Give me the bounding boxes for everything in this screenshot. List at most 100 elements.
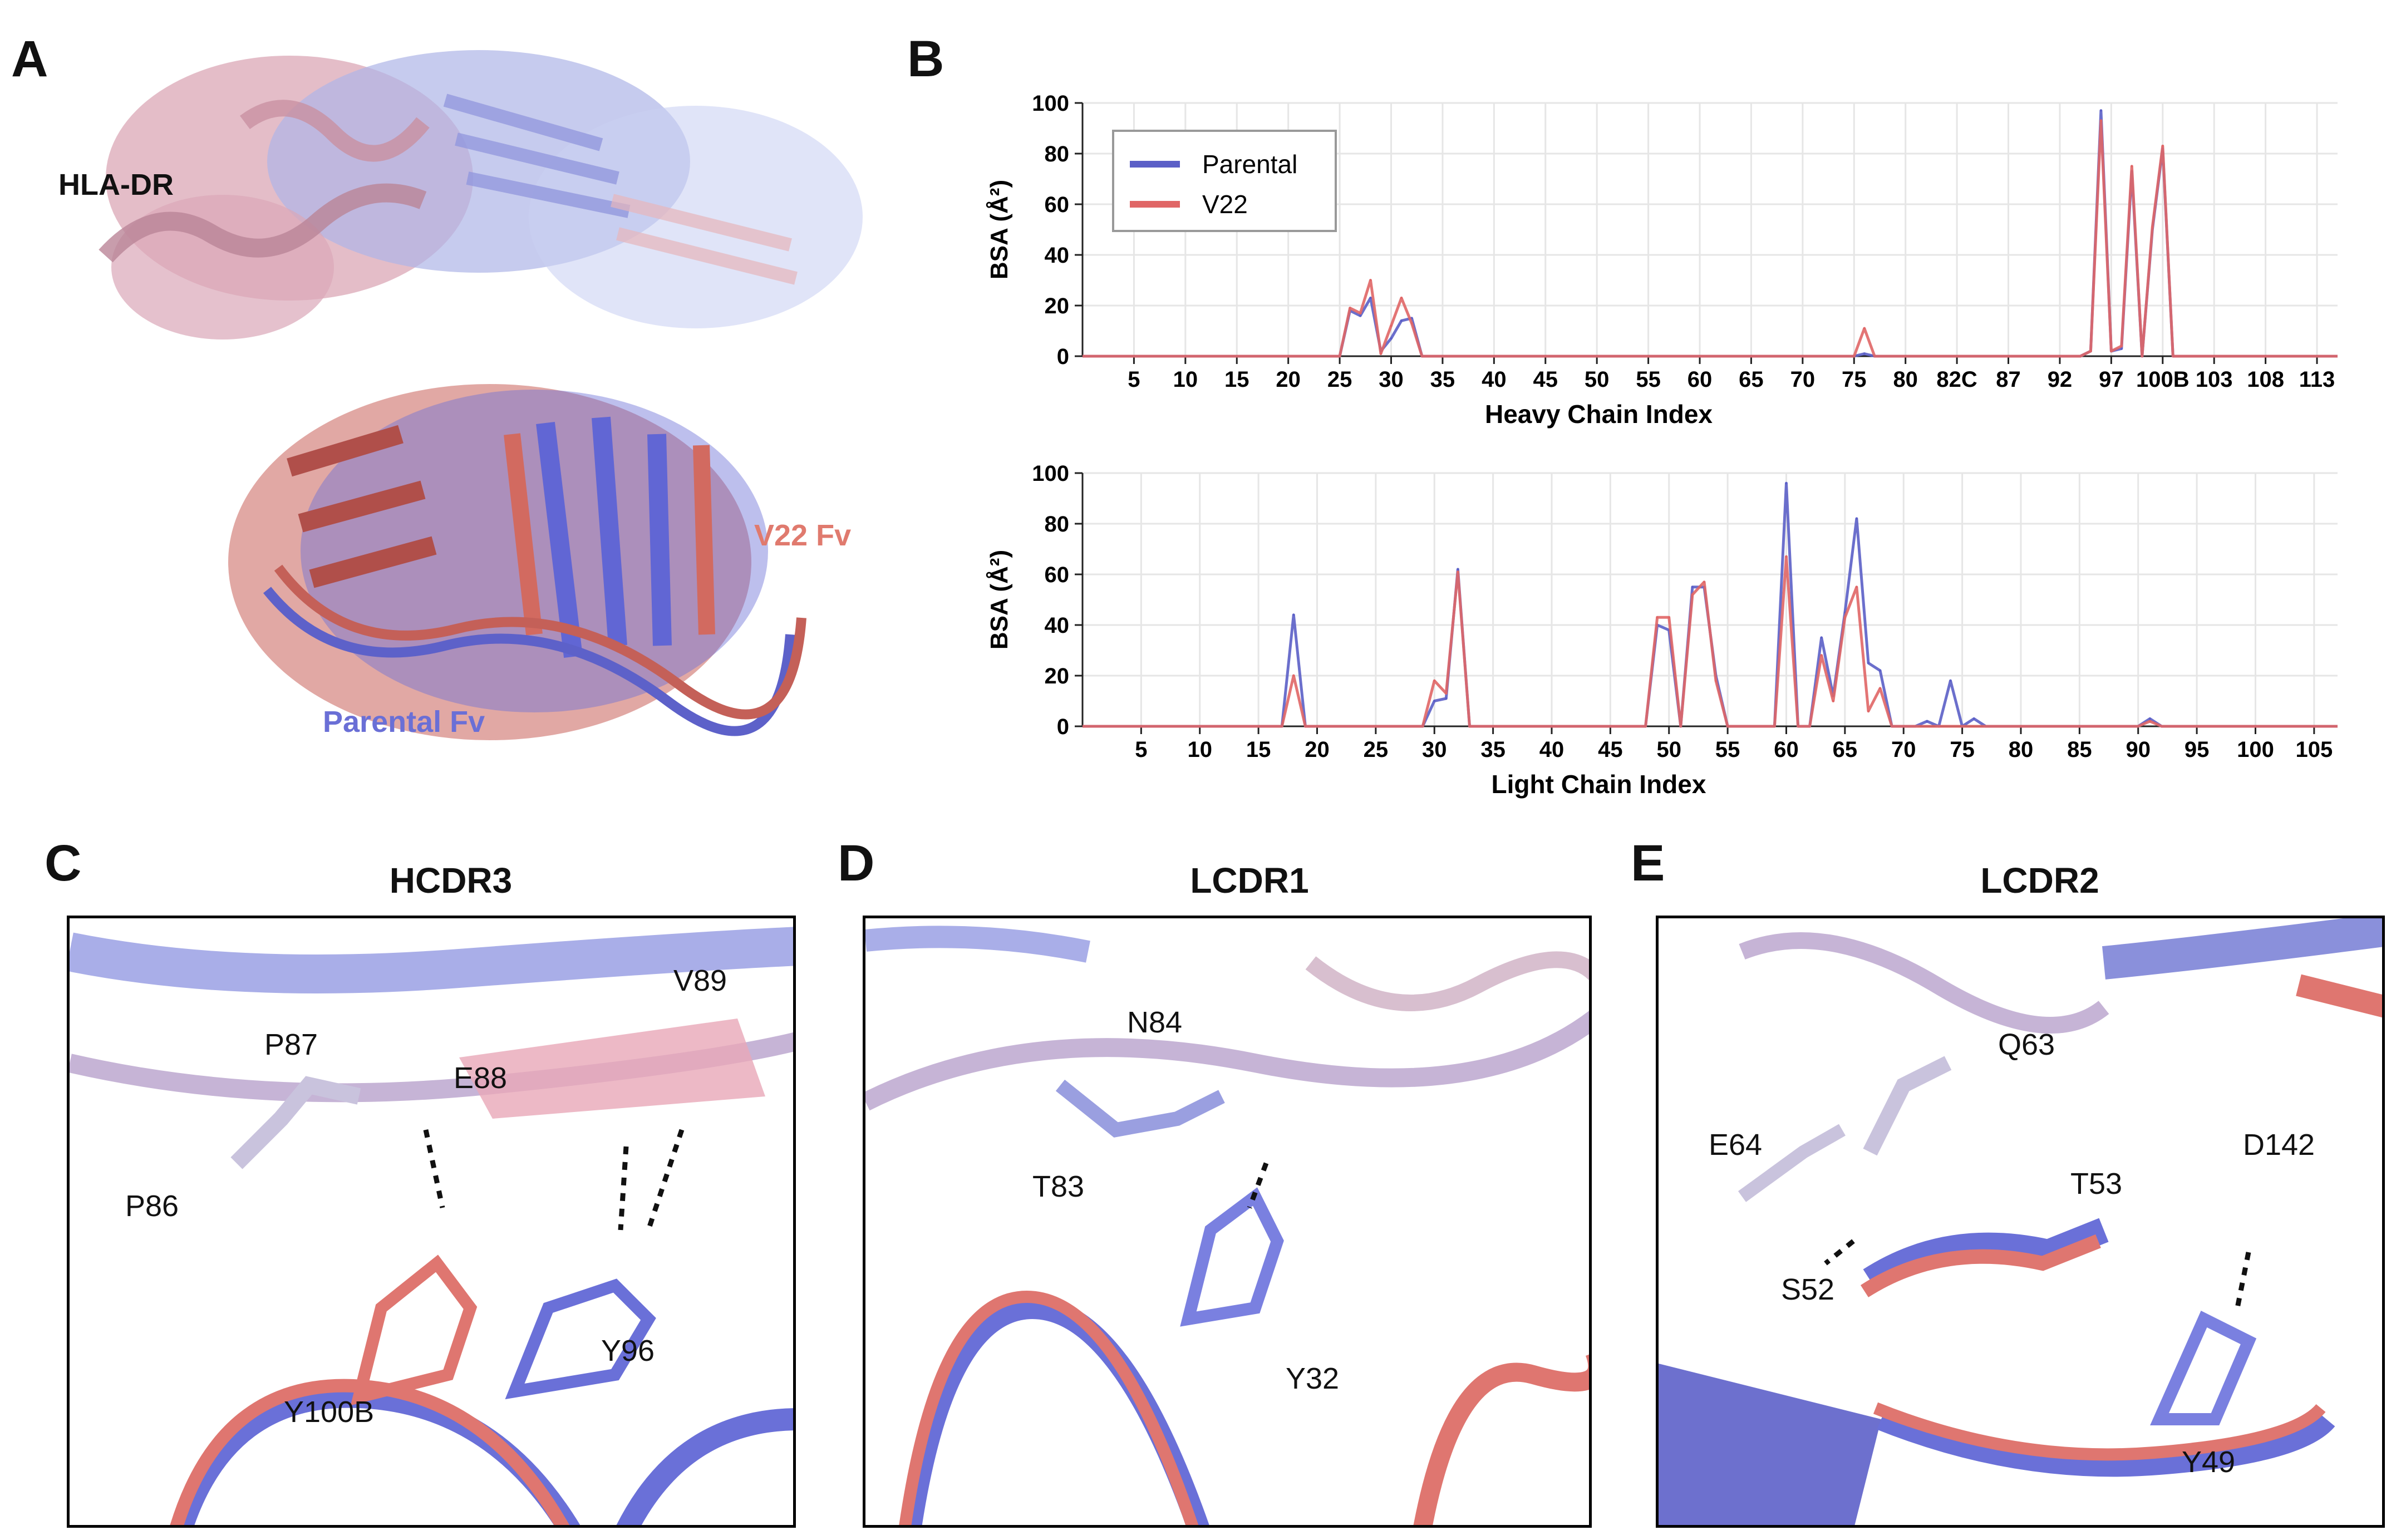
panel-c-zoom-box: V89 P87 E88 P86 Y96 Y100B xyxy=(67,916,796,1528)
data-point-parental xyxy=(1863,352,1866,355)
residue-label: Y100B xyxy=(284,1395,375,1429)
data-point-v22 xyxy=(1863,327,1866,329)
data-point-v22 xyxy=(1855,586,1858,588)
residue-label: V89 xyxy=(673,964,727,997)
hla-dr-structure xyxy=(99,50,863,340)
residue-label: Y96 xyxy=(601,1334,655,1367)
data-point-parental xyxy=(2120,347,2123,350)
data-point-parental xyxy=(1400,319,1403,322)
data-point-parental xyxy=(1359,314,1362,317)
hla-dr-label: HLA-DR xyxy=(58,168,174,201)
panel-b-letter: B xyxy=(907,31,944,87)
x-tick-label: 55 xyxy=(1636,367,1661,392)
panel-d-letter: D xyxy=(838,835,875,892)
panel-e-zoom-box: Q63 E64 D142 T53 S52 Y49 xyxy=(1656,916,2385,1528)
y-tick-label: 40 xyxy=(1045,613,1070,638)
y-tick-label: 20 xyxy=(1045,664,1070,688)
x-tick-label: 75 xyxy=(1842,367,1867,392)
data-point-parental xyxy=(1785,482,1788,485)
data-point-v22 xyxy=(1820,654,1823,657)
x-tick-label: 25 xyxy=(1327,367,1352,392)
legend-label: V22 xyxy=(1202,190,1248,219)
data-point-parental xyxy=(2099,109,2102,112)
v22-fv-label: V22 Fv xyxy=(754,519,852,552)
x-tick-label: 113 xyxy=(2299,367,2335,392)
data-point-v22 xyxy=(2089,350,2092,352)
data-point-parental xyxy=(1390,337,1393,340)
y-tick-label: 100 xyxy=(1032,461,1069,486)
x-tick-label: 40 xyxy=(1482,367,1507,392)
x-tick-label: 60 xyxy=(1774,737,1799,762)
data-point-v22 xyxy=(2148,720,2151,722)
x-tick-label: 90 xyxy=(2126,737,2151,762)
x-tick-label: 100 xyxy=(2237,737,2274,762)
panel-a-letter: A xyxy=(11,31,48,87)
data-point-parental xyxy=(1691,586,1694,588)
panel-c-title: HCDR3 xyxy=(389,860,513,901)
residue-label: S52 xyxy=(1781,1273,1835,1306)
series-line-v22 xyxy=(1083,555,2338,728)
y-tick-label: 100 xyxy=(1032,91,1069,116)
x-tick-label: 55 xyxy=(1715,737,1740,762)
data-point-v22 xyxy=(1445,692,1448,695)
x-tick-label: 10 xyxy=(1187,737,1212,762)
y-tick-label: 80 xyxy=(1045,512,1070,537)
x-axis-label: Light Chain Index xyxy=(1492,770,1706,799)
fv-structures xyxy=(228,384,806,740)
y-tick-label: 60 xyxy=(1045,193,1070,217)
data-point-parental xyxy=(1433,700,1436,702)
x-tick-label: 70 xyxy=(1790,367,1816,392)
x-tick-label: 65 xyxy=(1833,737,1858,762)
panel-c-letter: C xyxy=(45,835,82,892)
data-point-parental xyxy=(1855,517,1858,520)
panel-d-zoom-box: N84 T83 Y32 xyxy=(863,916,1592,1528)
x-tick-label: 25 xyxy=(1364,737,1389,762)
data-point-parental xyxy=(1457,568,1459,570)
residue-label: E64 xyxy=(1709,1128,1763,1162)
residue-label: N84 xyxy=(1127,1006,1183,1039)
data-point-v22 xyxy=(1715,680,1718,682)
x-tick-label: 80 xyxy=(1893,367,1918,392)
x-tick-label: 85 xyxy=(2067,737,2092,762)
y-axis-label: BSA (Å²) xyxy=(986,180,1013,279)
x-tick-label: 87 xyxy=(1996,367,2021,392)
x-tick-label: 45 xyxy=(1598,737,1623,762)
x-tick-label: 15 xyxy=(1246,737,1271,762)
data-point-v22 xyxy=(1832,700,1834,702)
residue-label: P87 xyxy=(264,1028,318,1061)
x-tick-label: 5 xyxy=(1135,737,1147,762)
series-line-parental xyxy=(1083,481,2338,728)
y-tick-label: 40 xyxy=(1045,243,1070,268)
panel-e-title: LCDR2 xyxy=(1980,860,2099,901)
legend-box xyxy=(1112,130,1337,232)
x-tick-label: 45 xyxy=(1533,367,1558,392)
data-point-v22 xyxy=(2131,165,2133,168)
data-point-v22 xyxy=(1457,570,1459,573)
x-tick-label: 105 xyxy=(2295,737,2333,762)
x-tick-label: 50 xyxy=(1656,737,1681,762)
data-point-v22 xyxy=(1879,687,1882,690)
data-point-v22 xyxy=(1390,324,1393,327)
residue-label: P86 xyxy=(125,1189,179,1223)
x-tick-label: 40 xyxy=(1539,737,1564,762)
x-tick-label: 80 xyxy=(2009,737,2034,762)
residue-label: E88 xyxy=(454,1061,508,1095)
data-point-v22 xyxy=(2099,119,2102,122)
data-point-v22 xyxy=(1867,710,1870,712)
data-point-v22 xyxy=(1667,616,1670,619)
data-point-parental xyxy=(1369,297,1372,299)
residue-label: T53 xyxy=(2070,1167,2123,1200)
x-tick-label: 50 xyxy=(1585,367,1610,392)
data-point-v22 xyxy=(1410,322,1413,324)
data-point-v22 xyxy=(1292,675,1295,677)
data-point-parental xyxy=(1926,720,1928,722)
x-tick-label: 82C xyxy=(1936,367,1977,392)
series-line-v22 xyxy=(1083,119,2338,358)
residue-label: Y32 xyxy=(1286,1362,1340,1395)
lcdr1-structure-image xyxy=(865,926,1589,1525)
x-tick-label: 92 xyxy=(2048,367,2073,392)
x-tick-label: 10 xyxy=(1173,367,1198,392)
x-tick-label: 65 xyxy=(1739,367,1764,392)
x-tick-label: 97 xyxy=(2099,367,2124,392)
x-tick-label: 20 xyxy=(1305,737,1330,762)
